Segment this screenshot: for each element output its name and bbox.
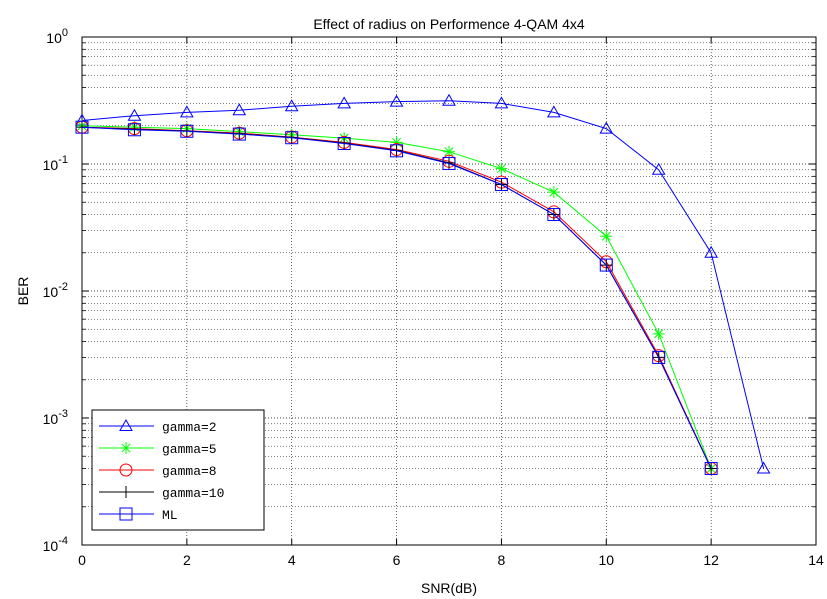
y-tick-label: 10-2 (43, 281, 68, 300)
data-point (599, 121, 614, 134)
x-tick-label: 0 (78, 552, 86, 568)
x-tick-label: 2 (183, 552, 191, 568)
data-point (652, 350, 666, 364)
x-tick-label: 14 (808, 552, 824, 568)
legend: gamma=2 gamma=5 gamma=8 gamma=10 ML (91, 409, 265, 531)
data-point (232, 127, 246, 141)
y-tick-label: 10-4 (43, 535, 68, 554)
x-tick-label: 12 (703, 552, 719, 568)
x-tick-label: 4 (288, 552, 296, 568)
series-group (75, 93, 771, 476)
data-point (704, 462, 718, 476)
y-tick-label: 100 (46, 27, 68, 46)
data-point (337, 137, 351, 151)
legend-label: gamma=10 (162, 486, 224, 501)
legend-label: gamma=5 (162, 442, 217, 457)
data-point (390, 144, 404, 158)
data-point (75, 120, 89, 134)
data-point (442, 156, 456, 170)
data-point (337, 96, 352, 109)
legend-marker (119, 418, 133, 431)
x-tick-label: 6 (393, 552, 401, 568)
x-axis-label: SNR(dB) (421, 580, 477, 596)
legend-label: gamma=2 (162, 420, 217, 435)
data-point (495, 162, 508, 175)
data-point (547, 186, 560, 199)
data-point (285, 131, 299, 145)
series-line (81, 126, 712, 469)
axis-ticks: 0 2 4 6 8 10 12 14 10-4 10-3 10-2 10-1 100 (43, 27, 824, 568)
series-4 (75, 120, 718, 476)
data-point (232, 103, 247, 116)
legend-marker (120, 442, 132, 454)
series-line (81, 100, 765, 469)
x-tick-label: 8 (498, 552, 506, 568)
series-0 (75, 93, 771, 474)
data-point (180, 124, 194, 138)
data-point (600, 230, 613, 243)
data-point (652, 327, 665, 340)
data-point (443, 145, 455, 158)
data-point (756, 461, 771, 474)
y-tick-label: 10-1 (43, 154, 68, 173)
data-point (547, 208, 561, 222)
legend-label: gamma=8 (162, 464, 217, 479)
y-tick-label: 10-3 (43, 408, 68, 427)
data-point (546, 105, 561, 118)
data-point (704, 245, 719, 258)
legend-marker (120, 486, 132, 498)
x-tick-label: 10 (598, 552, 614, 568)
data-point (599, 258, 613, 272)
y-axis-label: BER (15, 277, 31, 306)
data-point (442, 93, 456, 106)
chart-title: Effect of radius on Performence 4-QAM 4x… (313, 16, 585, 32)
data-point (127, 123, 141, 137)
data-point (389, 94, 404, 107)
legend-label: ML (162, 508, 178, 523)
data-point (494, 96, 509, 109)
data-point (390, 136, 403, 149)
data-point (127, 108, 142, 121)
data-point (705, 462, 718, 475)
legend-marker (119, 463, 133, 477)
data-point (179, 105, 194, 118)
data-point (284, 99, 299, 112)
legend-marker (119, 507, 133, 521)
data-point (651, 162, 666, 175)
data-point (494, 177, 508, 191)
